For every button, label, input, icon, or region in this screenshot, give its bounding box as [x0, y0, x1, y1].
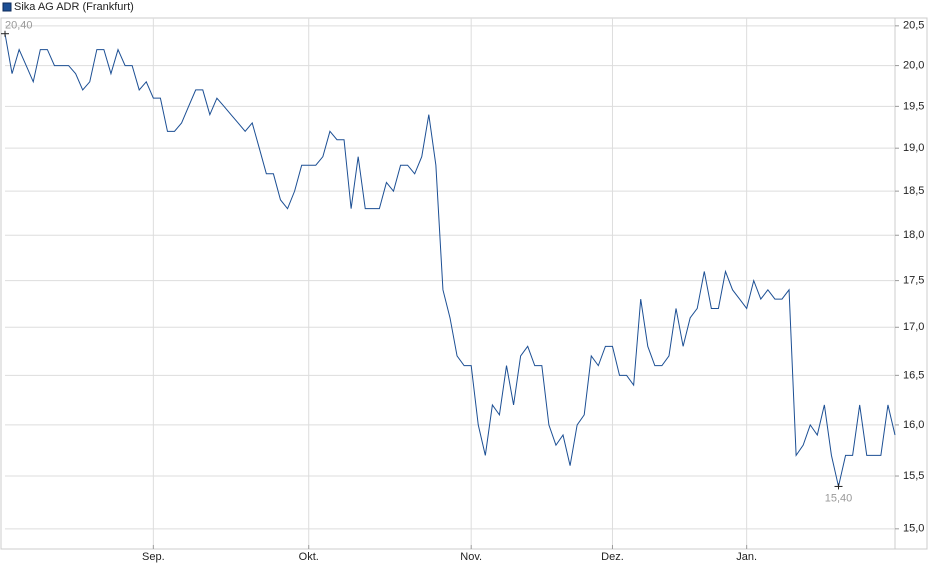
x-tick-label: Jan.: [736, 551, 757, 563]
y-tick-label: 19,0: [903, 142, 924, 154]
y-tick-label: 18,5: [903, 185, 924, 197]
extreme-label: 20,40: [5, 20, 33, 32]
y-tick-label: 16,0: [903, 419, 924, 431]
y-tick-label: 15,5: [903, 470, 924, 482]
price-line: [4, 33, 896, 487]
y-tick-label: 15,0: [903, 523, 924, 535]
y-tick-label: 18,0: [903, 229, 924, 241]
x-tick-label: Nov.: [460, 551, 482, 563]
legend-swatch: [2, 2, 12, 12]
legend-label: Sika AG ADR (Frankfurt): [14, 1, 134, 13]
y-tick-label: 17,0: [903, 321, 924, 333]
extreme-label: 15,40: [825, 492, 853, 504]
x-tick-label: Sep.: [142, 551, 165, 563]
y-tick-label: 16,5: [903, 369, 924, 381]
plot-frame: [0, 17, 928, 550]
x-tick-label: Okt.: [299, 551, 319, 563]
y-tick-label: 19,5: [903, 100, 924, 112]
y-tick-label: 20,0: [903, 60, 924, 72]
y-tick-label: 17,5: [903, 275, 924, 287]
x-tick-label: Dez.: [601, 551, 624, 563]
y-tick-label: 20,5: [903, 20, 924, 32]
